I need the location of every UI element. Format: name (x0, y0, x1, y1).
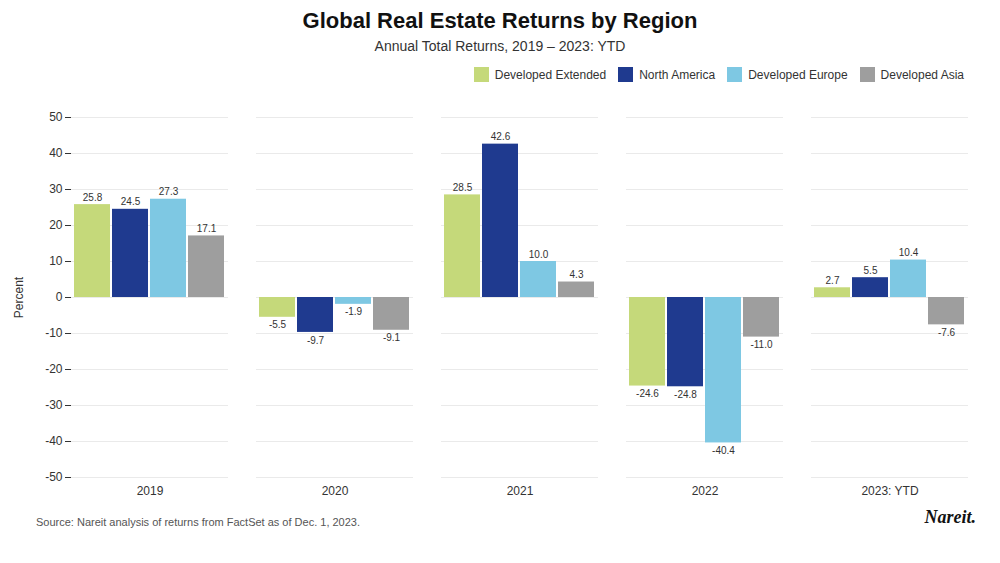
svg-text:2020: 2020 (322, 484, 349, 498)
svg-text:2021: 2021 (507, 484, 534, 498)
html-text:Developed Asia: Developed Asia (880, 67, 964, 82)
svg-text:-24.8: -24.8 (674, 389, 697, 400)
svg-text:-24.6: -24.6 (636, 388, 659, 399)
svg-text:Percent: Percent (12, 276, 26, 318)
svg-text:-40.4: -40.4 (712, 445, 735, 456)
svg-text:-5.5: -5.5 (269, 319, 287, 330)
svg-text:-30: -30 (45, 398, 63, 412)
svg-text:2023: YTD: 2023: YTD (861, 484, 918, 498)
svg-text:-9.7: -9.7 (307, 335, 325, 346)
svg-text:27.3: 27.3 (159, 186, 179, 197)
svg-text:10.0: 10.0 (529, 249, 549, 260)
svg-text:-11.0: -11.0 (750, 339, 772, 350)
svg-text:42.6: 42.6 (491, 131, 511, 142)
html-text:Developed Extended: Developed Extended (494, 67, 607, 82)
svg-text:-20: -20 (45, 362, 63, 376)
svg-text:-40: -40 (45, 434, 63, 448)
svg-text:2022: 2022 (692, 484, 719, 498)
svg-text:-7.6: -7.6 (938, 327, 956, 338)
svg-text:40: 40 (49, 146, 63, 160)
html-text:North America: North America (639, 67, 716, 82)
html-text:Nareit.: Nareit. (924, 507, 976, 527)
svg-text:0: 0 (56, 290, 63, 304)
svg-text:24.5: 24.5 (121, 196, 141, 207)
svg-text:25.8: 25.8 (83, 192, 103, 203)
svg-text:50: 50 (49, 110, 63, 124)
svg-text:10: 10 (49, 254, 63, 268)
html-text:Global Real Estate Returns by: Global Real Estate Returns by Region (302, 8, 698, 33)
html-text:Source: Nareit analysis of ret: Source: Nareit analysis of returns from … (36, 516, 360, 528)
svg-text:-50: -50 (45, 470, 63, 484)
svg-text:10.4: 10.4 (899, 247, 919, 258)
svg-text:2.7: 2.7 (826, 275, 840, 286)
svg-text:4.3: 4.3 (570, 269, 584, 280)
svg-text:-1.9: -1.9 (345, 306, 363, 317)
svg-text:17.1: 17.1 (197, 223, 217, 234)
svg-text:20: 20 (49, 218, 63, 232)
svg-text:28.5: 28.5 (453, 182, 473, 193)
svg-text:30: 30 (49, 182, 63, 196)
svg-text:5.5: 5.5 (864, 265, 878, 276)
svg-text:-9.1: -9.1 (383, 332, 401, 343)
html-text:Annual Total Returns, 2019 – 2: Annual Total Returns, 2019 – 2023: YTD (374, 38, 626, 54)
svg-text:2019: 2019 (137, 484, 164, 498)
svg-text:-10: -10 (45, 326, 63, 340)
html-text:Developed Europe: Developed Europe (748, 67, 848, 82)
